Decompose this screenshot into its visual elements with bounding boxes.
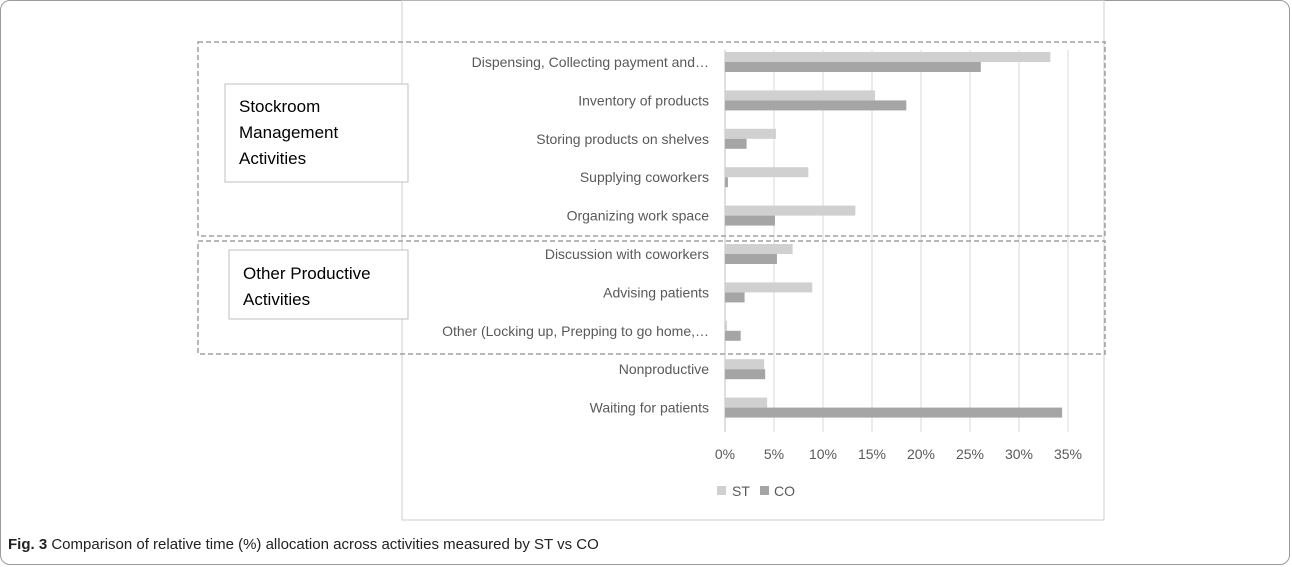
bar-co-discussion-with-coworkers: [725, 254, 777, 264]
x-tick-label: 0%: [715, 446, 735, 462]
category-label: Dispensing, Collecting payment and…: [472, 54, 709, 70]
bar-co-advising-patients: [725, 292, 745, 303]
bar-st-inventory-of-products: [725, 90, 875, 101]
category-label: Supplying coworkers: [580, 169, 709, 185]
figure-number: Fig. 3: [8, 536, 48, 553]
other-productive-label-line-2: Activities: [243, 290, 310, 309]
stockroom-label-line-3: Activities: [239, 149, 306, 168]
figure-caption: Fig. 3 Comparison of relative time (%) a…: [8, 536, 599, 553]
other-productive-label-line-1: Other Productive: [243, 264, 371, 283]
other-productive-group-dashed-box: [197, 240, 1106, 355]
x-tick-label: 5%: [764, 446, 784, 462]
bar-st-supplying-coworkers: [725, 167, 809, 178]
legend-swatch-co: [760, 486, 769, 495]
bar-st-other-locking-up-prepping-to-go-home: [725, 320, 727, 331]
bar-co-dispensing-collecting-payment-and: [725, 62, 981, 72]
bar-co-inventory-of-products: [725, 100, 907, 111]
category-label: Other (Locking up, Prepping to go home,…: [442, 323, 709, 339]
legend-swatch-st: [717, 486, 726, 495]
bar-co-nonproductive: [725, 369, 766, 380]
category-label: Organizing work space: [567, 208, 710, 224]
category-label: Waiting for patients: [590, 400, 709, 416]
bar-st-advising-patients: [725, 282, 813, 293]
legend-label-co: CO: [774, 483, 795, 499]
bar-co-supplying-coworkers: [725, 177, 728, 188]
legend-label-st: ST: [732, 483, 750, 499]
x-tick-label: 20%: [907, 446, 935, 462]
bar-co-organizing-work-space: [725, 215, 775, 226]
bar-co-waiting-for-patients: [725, 407, 1063, 418]
stockroom-group-dashed-box: [197, 41, 1106, 237]
x-tick-label: 25%: [956, 446, 984, 462]
other-productive-group-label-box: Other Productive Activities: [228, 249, 409, 320]
legend: ST CO: [717, 483, 795, 499]
category-label: Advising patients: [603, 284, 709, 300]
bar-co-other-locking-up-prepping-to-go-home: [725, 330, 741, 341]
x-tick-label: 30%: [1005, 446, 1033, 462]
category-labels: Dispensing, Collecting payment and… Inven…: [442, 54, 709, 416]
bar-st-nonproductive: [725, 359, 765, 370]
bar-st-dispensing-collecting-payment-and: [725, 52, 1051, 62]
bar-st-organizing-work-space: [725, 205, 856, 216]
x-tick-label: 15%: [858, 446, 886, 462]
category-label: Inventory of products: [578, 92, 709, 108]
stockroom-label-line-1: Stockroom: [239, 97, 320, 116]
category-label: Nonproductive: [619, 361, 709, 377]
x-tick-labels: 0% 5% 10% 15% 20% 25% 30% 35%: [715, 446, 1082, 462]
bars: [725, 52, 1063, 418]
x-tick-label: 35%: [1054, 446, 1082, 462]
x-tick-label: 10%: [809, 446, 837, 462]
category-label: Discussion with coworkers: [545, 246, 709, 262]
bar-co-storing-products-on-shelves: [725, 138, 747, 149]
stockroom-group-label-box: Stockroom Management Activities: [224, 83, 409, 183]
caption-text: Comparison of relative time (%) allocati…: [51, 536, 599, 553]
category-label: Storing products on shelves: [536, 131, 709, 147]
stockroom-label-line-2: Management: [239, 123, 339, 142]
bar-st-storing-products-on-shelves: [725, 128, 776, 139]
bar-st-discussion-with-coworkers: [725, 244, 793, 254]
bar-st-waiting-for-patients: [725, 397, 768, 408]
